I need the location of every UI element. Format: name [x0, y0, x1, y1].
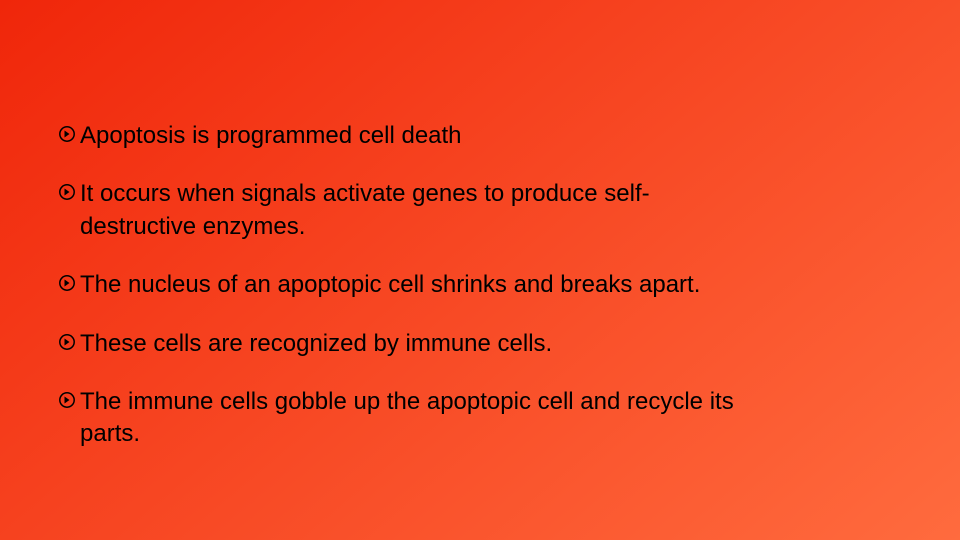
list-item: The nucleus of an apoptopic cell shrinks…	[58, 269, 758, 301]
bullet-text: Apoptosis is programmed cell death	[80, 120, 462, 152]
list-item: Apoptosis is programmed cell death	[58, 120, 758, 152]
bullet-text: The immune cells gobble up the apoptopic…	[80, 386, 758, 451]
arrow-circle-icon	[58, 125, 76, 143]
bullet-text: The nucleus of an apoptopic cell shrinks…	[80, 269, 700, 301]
bullet-text: It occurs when signals activate genes to…	[80, 178, 758, 243]
arrow-circle-icon	[58, 274, 76, 292]
list-item: The immune cells gobble up the apoptopic…	[58, 386, 758, 451]
arrow-circle-icon	[58, 183, 76, 201]
bullet-list: Apoptosis is programmed cell death It oc…	[58, 120, 758, 477]
list-item: It occurs when signals activate genes to…	[58, 178, 758, 243]
list-item: These cells are recognized by immune cel…	[58, 328, 758, 360]
arrow-circle-icon	[58, 391, 76, 409]
bullet-text: These cells are recognized by immune cel…	[80, 328, 552, 360]
slide: Apoptosis is programmed cell death It oc…	[0, 0, 960, 540]
arrow-circle-icon	[58, 333, 76, 351]
